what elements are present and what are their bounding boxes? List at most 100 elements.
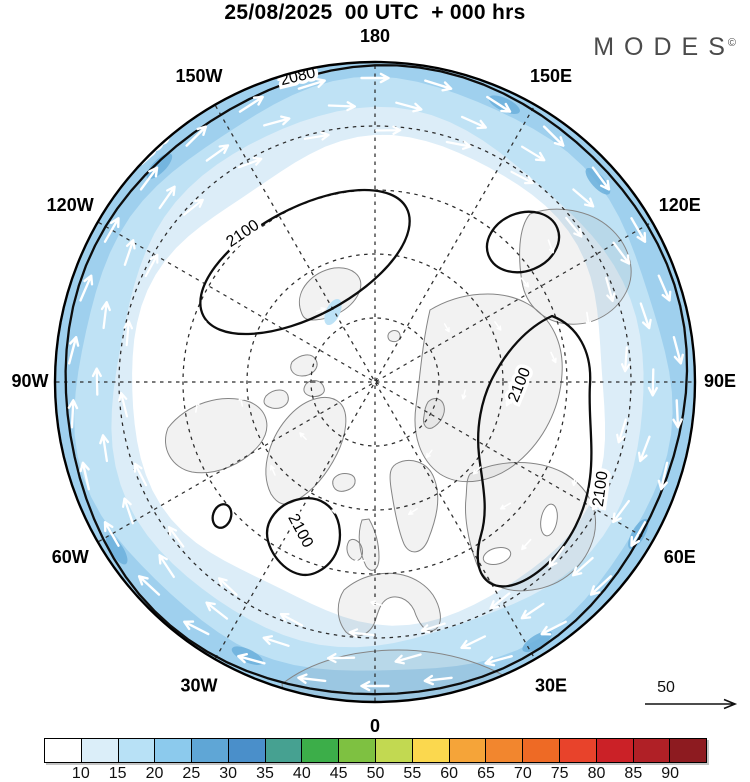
wind-arrow (543, 431, 549, 444)
wind-arrow (326, 652, 356, 664)
wind-arrow (221, 475, 229, 488)
wind-arrow (269, 465, 276, 476)
landmass (303, 380, 325, 397)
colorbar-cell (523, 739, 560, 762)
graticule-meridian (214, 105, 536, 659)
wind-arrow (139, 166, 159, 191)
wind-arrow (305, 210, 317, 218)
wind-arrow (657, 461, 669, 491)
landmass (519, 208, 632, 325)
wind-arrow (167, 526, 185, 548)
wind-arrow (151, 397, 157, 413)
wind-arrow (605, 276, 616, 303)
wind-arrows-layer (67, 72, 684, 692)
colorbar-cell (376, 739, 413, 762)
reference-arrow-label: 50 (657, 679, 675, 696)
longitude-label-60w: 60W (52, 547, 89, 567)
colorbar-cell (449, 739, 487, 762)
contour-2100 (199, 188, 411, 336)
contour-2100 (476, 314, 593, 588)
modes-logo: MODES© (593, 33, 736, 62)
graticule-meridian (214, 105, 536, 659)
landmass (164, 398, 268, 474)
wind-arrow (442, 265, 454, 272)
wind-arrow (486, 95, 512, 113)
wind-arrow (571, 556, 594, 577)
wind-arrow (123, 239, 136, 266)
contour-2080 (64, 64, 689, 696)
colorbar-cell (45, 739, 82, 762)
wind-arrow (432, 548, 445, 554)
wind-arrow (100, 301, 111, 330)
colorbar-cell (228, 739, 266, 762)
wind-arrow (103, 521, 120, 547)
wind-arrow (296, 265, 308, 272)
copyright-mark: © (727, 37, 736, 49)
wind-arrow (630, 217, 647, 243)
landmass (346, 538, 363, 561)
wind-arrow (547, 239, 555, 254)
colorbar-tick: 35 (256, 765, 274, 782)
longitude-label-180: 180 (360, 26, 390, 46)
wind-arrow (382, 290, 393, 296)
wind-arrow (183, 198, 204, 216)
wind-arrow (263, 115, 291, 127)
contour-2100-small (211, 503, 233, 529)
colorbar-cell (302, 739, 340, 762)
colorbar-tick: 80 (587, 765, 606, 782)
colorbar-cell (670, 739, 707, 762)
wind-arrow (565, 216, 583, 238)
wind-arrow (571, 471, 578, 487)
wind-arrow (158, 554, 175, 579)
wind-arrow (591, 486, 605, 511)
wind-arrow (612, 241, 631, 265)
wind-arrow (420, 622, 446, 634)
colorbar-cell (486, 739, 524, 762)
wind-arrow (585, 311, 592, 327)
graticule-circle (246, 253, 504, 511)
colorbar-cell (155, 739, 193, 762)
wind-arrow (277, 533, 290, 540)
wind-arrow (360, 680, 390, 692)
modes-logo-text: MODES (593, 33, 735, 61)
wind-arrow (540, 620, 567, 636)
wind-arrow (424, 79, 453, 92)
longitude-labels-layer: 180 150E 120E 90E 60E 30E 0 30W 60W 90W 120W 150W (11, 26, 736, 736)
wind-arrow (591, 166, 611, 191)
wind-arrow (137, 575, 161, 596)
wind-arrow (218, 577, 238, 596)
wind-arrow (483, 187, 496, 197)
colorbar-cell (265, 739, 303, 762)
lake (540, 503, 558, 537)
wind-arrow (425, 449, 433, 459)
wind-arrow (510, 170, 534, 185)
graticule-meridian (98, 221, 652, 543)
wind-arrow (237, 653, 266, 665)
colorbar-tick: 85 (624, 765, 643, 782)
wind-arrow (499, 502, 511, 510)
wind-arrow (593, 392, 600, 408)
colorbar-tick: 40 (292, 765, 311, 782)
contour-2100 (265, 497, 342, 576)
colorbar-cell (596, 739, 634, 762)
wind-arrow (472, 466, 482, 475)
wind-arrow (406, 160, 421, 167)
shading-spot (105, 535, 128, 565)
wind-arrow (647, 368, 658, 397)
wind-arrow (616, 418, 627, 444)
wind-arrow (68, 336, 80, 365)
reference-arrow: 50 (645, 679, 738, 710)
colorbar-tick: 90 (661, 765, 680, 782)
wind-arrow (303, 131, 330, 141)
wind-arrow (353, 558, 366, 565)
wind-arrow (357, 468, 368, 474)
contour-2100 (485, 210, 561, 274)
colorbar-cell (633, 739, 671, 762)
wind-arrow (283, 364, 289, 375)
wind-arrow (505, 395, 512, 407)
wind-arrow (194, 400, 200, 413)
colorbar-tick: 15 (108, 765, 127, 782)
shading-spot (522, 630, 553, 653)
contour-layer (64, 64, 689, 696)
longitude-label-0: 0 (370, 716, 380, 736)
